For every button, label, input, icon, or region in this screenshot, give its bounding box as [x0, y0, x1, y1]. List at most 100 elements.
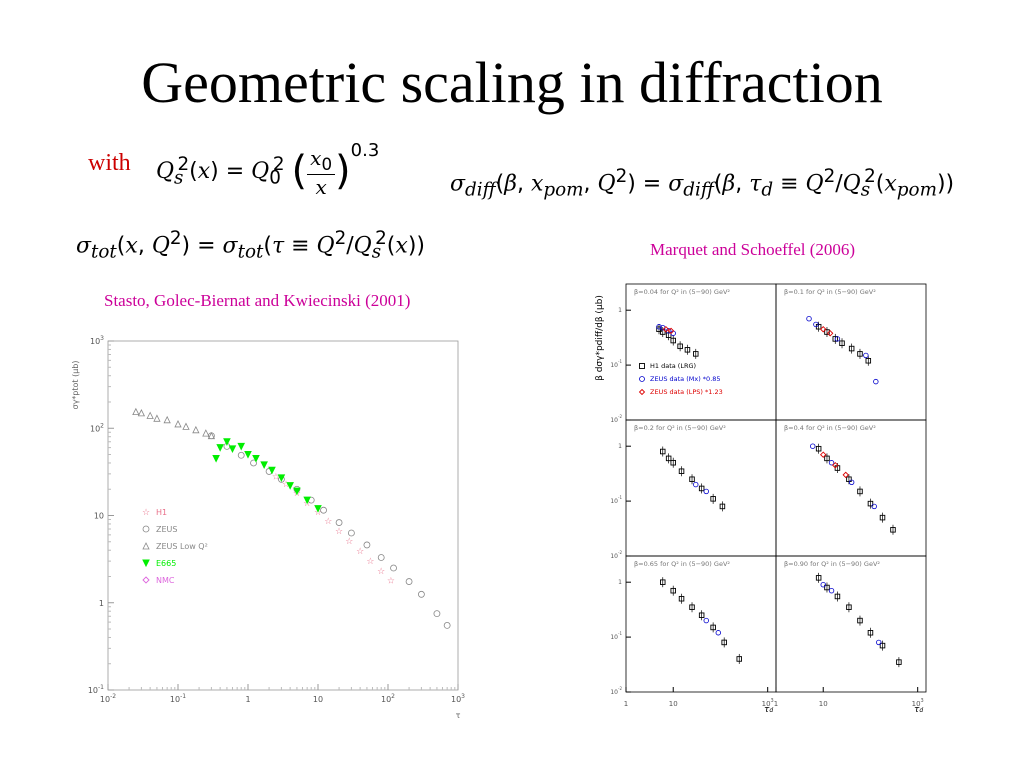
y-tick-label: 10-1 [88, 684, 104, 695]
x-tick-label: 10 [669, 700, 678, 708]
data-point-h1: ☆ [356, 547, 364, 557]
data-point-h1-lrg [857, 488, 863, 495]
data-point-zeus-mx [834, 336, 841, 342]
data-point-zeus-mx [848, 479, 855, 485]
data-point-e665 [303, 496, 311, 505]
data-point-zeus-mx [703, 488, 709, 495]
data-point-zeus [417, 590, 425, 598]
x-axis-label: τd [764, 705, 773, 715]
x-tick-label: 10-2 [100, 693, 116, 704]
x-tick-label: 10-1 [170, 693, 186, 704]
data-point-e665 [293, 487, 301, 496]
data-point-zeus [335, 519, 343, 526]
panel-label: β=0.1 for Q² in (5−90) GeV² [784, 288, 876, 296]
data-point-h1: ☆ [387, 576, 395, 586]
data-point-h1-lrg [832, 336, 839, 342]
data-point-e665 [260, 461, 268, 470]
legend-marker [639, 376, 645, 382]
data-point-zeus-mx [693, 481, 699, 488]
data-point-e665 [223, 438, 231, 446]
legend-marker [142, 576, 150, 584]
legend-label: NMC [156, 576, 175, 585]
data-point-h1-lrg [670, 459, 676, 466]
data-point-h1-lrg [846, 604, 852, 610]
data-point-h1: ☆ [324, 517, 332, 527]
data-point-zeus-mx [828, 460, 835, 466]
data-point-h1-lrg [660, 579, 666, 585]
saturation-scale-equation: Qs2(x) = Q02 (x0 x)0.3 [156, 140, 380, 199]
data-point-zeus [237, 451, 245, 459]
data-point-zeus [250, 459, 257, 467]
data-point-e665 [228, 445, 237, 454]
data-point-h1-lrg [677, 343, 683, 350]
data-point-zeus-low-q-2 [153, 414, 161, 422]
panel-label: β=0.65 for Q² in (5−90) GeV² [634, 560, 730, 568]
legend-marker [142, 525, 150, 533]
data-point-h1: ☆ [314, 508, 322, 518]
data-point-h1-lrg [719, 503, 726, 510]
data-point-zeus [320, 506, 327, 514]
data-point-zeus-low-q-2 [174, 420, 182, 428]
data-point-zeus [377, 554, 385, 561]
total-scaling-equation: σtot(x, Q2) = σtot(τ ≡ Q2/Qs2(x)) [76, 228, 425, 263]
panel-frame [775, 419, 927, 557]
data-point-zeus [433, 610, 441, 618]
x-tick-label: 102 [381, 693, 395, 704]
data-point-e665 [252, 455, 260, 463]
data-point-h1-lrg [689, 476, 695, 482]
y-tick-label: 102 [90, 422, 104, 433]
data-point-h1: ☆ [272, 472, 280, 482]
data-point-zeus-lps [819, 325, 827, 333]
y-tick-label: 10-1 [610, 359, 622, 369]
data-point-h1-lrg [839, 340, 845, 346]
legend-marker [639, 363, 645, 369]
data-point-h1-lrg [890, 527, 896, 533]
legend-label: ZEUS [156, 525, 177, 534]
y-tick-label: 103 [90, 335, 104, 346]
data-point-h1-lrg [678, 468, 685, 474]
data-point-zeus-mx [871, 503, 877, 510]
legend-label: E665 [156, 559, 176, 568]
data-point-h1: ☆ [377, 567, 385, 577]
data-point-zeus-lps [842, 471, 849, 479]
data-point-h1-lrg [815, 445, 822, 452]
data-point-e665 [237, 442, 246, 451]
data-point-zeus-mx [656, 324, 662, 330]
data-point-zeus-low-q-2 [182, 422, 190, 430]
data-point-h1: ☆ [345, 537, 353, 547]
diffractive-cross-section-plot: β=0.04 for Q² in (5−90) GeV² 1 10-1 10-2 β=0… [595, 283, 927, 715]
legend-label: H1 data (LRG) [650, 362, 696, 370]
data-point-h1-lrg [710, 496, 716, 502]
data-point-h1-lrg [896, 659, 902, 665]
legend-marker [638, 388, 646, 396]
y-tick-label: 10-2 [610, 686, 622, 696]
data-point-h1-lrg [879, 642, 886, 649]
data-point-e665 [277, 474, 286, 482]
data-point-zeus [443, 622, 451, 629]
data-point-h1-lrg [857, 351, 863, 357]
data-point-zeus-low-q-2 [163, 415, 171, 424]
data-point-zeus [363, 541, 371, 549]
x-axis-label: τ [456, 711, 461, 720]
panel-frame [625, 555, 777, 693]
data-point-e665 [286, 482, 294, 490]
panel-frame [625, 283, 777, 421]
data-point-h1-lrg [670, 337, 676, 344]
data-point-h1-lrg [846, 476, 852, 482]
data-point-h1-lrg [865, 358, 872, 364]
y-tick-label: 10-2 [610, 550, 622, 560]
data-point-h1-lrg [824, 455, 830, 462]
legend-label: ZEUS data (LPS) *1.23 [650, 388, 723, 396]
data-point-zeus [207, 432, 215, 440]
data-point-h1-lrg [857, 617, 863, 624]
panel-frame [625, 419, 777, 557]
data-point-zeus-low-q-2 [146, 411, 154, 419]
legend-marker: ☆ [142, 508, 150, 518]
panel-label: β=0.4 for Q² in (5−90) GeV² [784, 424, 876, 432]
data-point-h1-lrg [815, 575, 822, 581]
data-point-zeus-mx [810, 443, 816, 449]
y-tick-label: 1 [99, 599, 104, 608]
data-point-h1: ☆ [282, 480, 290, 490]
x-tick-label: 1 [774, 700, 778, 708]
